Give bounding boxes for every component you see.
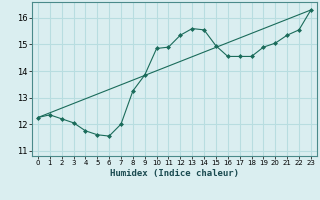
X-axis label: Humidex (Indice chaleur): Humidex (Indice chaleur) (110, 169, 239, 178)
